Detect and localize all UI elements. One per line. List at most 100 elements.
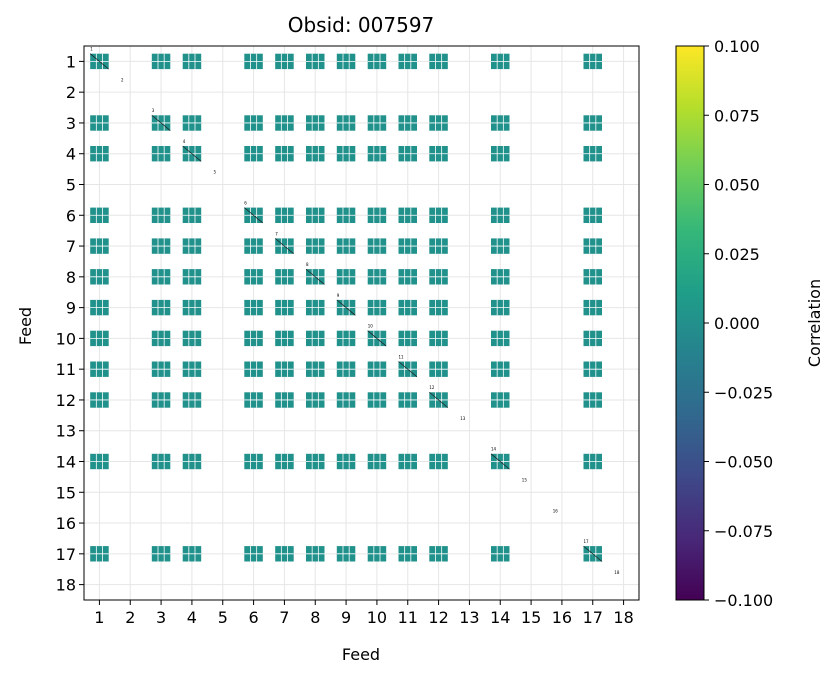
block-subgrid: [275, 330, 294, 347]
block-subgrid: [306, 546, 325, 562]
diagonal-feed-label: 10: [368, 324, 374, 329]
block-subgrid: [151, 546, 171, 562]
block-subgrid: [306, 238, 325, 254]
block-subgrid: [182, 453, 202, 470]
y-tick-label: 9: [66, 299, 76, 318]
block-subgrid: [429, 453, 448, 470]
block-subgrid: [429, 146, 448, 162]
block-subgrid: [306, 115, 325, 131]
colorbar-tick-label: 0.025: [714, 245, 760, 264]
x-tick-label: 2: [125, 608, 135, 627]
block-subgrid: [151, 238, 171, 254]
colorbar-tick-label: 0.000: [714, 314, 760, 333]
colorbar-gradient: [675, 45, 705, 601]
block-subgrid: [429, 299, 448, 316]
block-subgrid: [275, 299, 294, 316]
colorbar: 0.100 0.075 0.050 0.025 0.000 −0.025 −0.050 −0.…: [675, 37, 773, 610]
block-subgrid: [244, 146, 263, 162]
block-subgrid: [244, 453, 263, 470]
y-tick-label: 18: [56, 576, 76, 595]
x-tick-label: 17: [583, 608, 603, 627]
y-tick-label: 13: [56, 422, 76, 441]
colorbar-label: Correlation: [805, 279, 824, 367]
diagonal-mark: [89, 53, 109, 70]
x-tick-label: 9: [341, 608, 351, 627]
diagonal-feed-label: 1: [90, 47, 93, 52]
block-subgrid: [367, 207, 387, 223]
block-subgrid: [151, 361, 171, 377]
block-subgrid: [583, 330, 602, 347]
y-tick-label: 3: [66, 114, 76, 133]
block-subgrid: [336, 361, 356, 377]
block-subgrid: [367, 269, 387, 285]
block-subgrid: [151, 453, 171, 470]
block-subgrid: [90, 392, 109, 408]
block-subgrid: [367, 546, 387, 562]
block-subgrid: [306, 299, 325, 316]
block-subgrid: [583, 269, 602, 285]
block-subgrid: [182, 392, 202, 408]
block-subgrid: [491, 269, 510, 285]
block-subgrid: [398, 453, 417, 470]
block-subgrid: [275, 207, 294, 223]
diagonal-mark: [274, 238, 294, 255]
block-subgrid: [275, 546, 294, 562]
block-subgrid: [336, 330, 356, 347]
block-subgrid: [429, 546, 448, 562]
y-tick-label: 17: [56, 545, 76, 564]
block-subgrid: [182, 361, 202, 377]
block-subgrid: [336, 53, 356, 70]
diagonal-feed-label: 18: [614, 570, 620, 575]
diagonal-mark: [182, 145, 202, 162]
diagonal-feed-label: 8: [306, 262, 309, 267]
diagonal-feed-label: 12: [429, 385, 435, 390]
diagonal-mark: [336, 299, 356, 316]
block-subgrid: [244, 392, 263, 408]
block-subgrid: [151, 53, 171, 70]
colorbar-tick-label: −0.075: [714, 522, 773, 541]
block-subgrid: [151, 207, 171, 223]
block-subgrid: [398, 330, 417, 347]
diagonal-mark: [490, 453, 510, 470]
y-tick-label: 7: [66, 237, 76, 256]
block-subgrid: [306, 453, 325, 470]
block-subgrid: [90, 453, 109, 470]
y-tick-label: 2: [66, 83, 76, 102]
y-tick-label: 1: [66, 52, 76, 71]
x-tick-label: 13: [459, 608, 479, 627]
block-subgrid: [244, 546, 263, 562]
colorbar-tick-label: 0.075: [714, 106, 760, 125]
diagonal-feed-label: 7: [275, 231, 278, 236]
x-tick-label: 1: [94, 608, 104, 627]
block-subgrid: [182, 299, 202, 316]
block-subgrid: [367, 146, 387, 162]
block-subgrid: [491, 238, 510, 254]
block-subgrid: [367, 115, 387, 131]
block-subgrid: [90, 146, 109, 162]
block-subgrid: [306, 146, 325, 162]
y-tick-label: 16: [56, 514, 76, 533]
block-subgrid: [367, 453, 387, 470]
block-subgrid: [306, 361, 325, 377]
y-tick-label: 10: [56, 329, 76, 348]
block-subgrid: [244, 330, 263, 347]
block-subgrid: [306, 392, 325, 408]
block-subgrid: [90, 207, 109, 223]
diagonal-mark: [244, 207, 264, 224]
block-subgrid: [275, 146, 294, 162]
diagonal-feed-label: 13: [460, 416, 466, 421]
block-subgrid: [336, 392, 356, 408]
block-subgrid: [583, 361, 602, 377]
y-axis-label: Feed: [16, 307, 35, 345]
block-subgrid: [398, 299, 417, 316]
block-subgrid: [336, 238, 356, 254]
diagonal-mark: [151, 114, 171, 131]
block-subgrid: [491, 361, 510, 377]
y-tick-label: 8: [66, 268, 76, 287]
colorbar-tick-label: −0.025: [714, 383, 773, 402]
block-subgrid: [244, 269, 263, 285]
y-tick-label: 14: [56, 453, 76, 472]
block-subgrid: [429, 269, 448, 285]
block-subgrid: [429, 115, 448, 131]
